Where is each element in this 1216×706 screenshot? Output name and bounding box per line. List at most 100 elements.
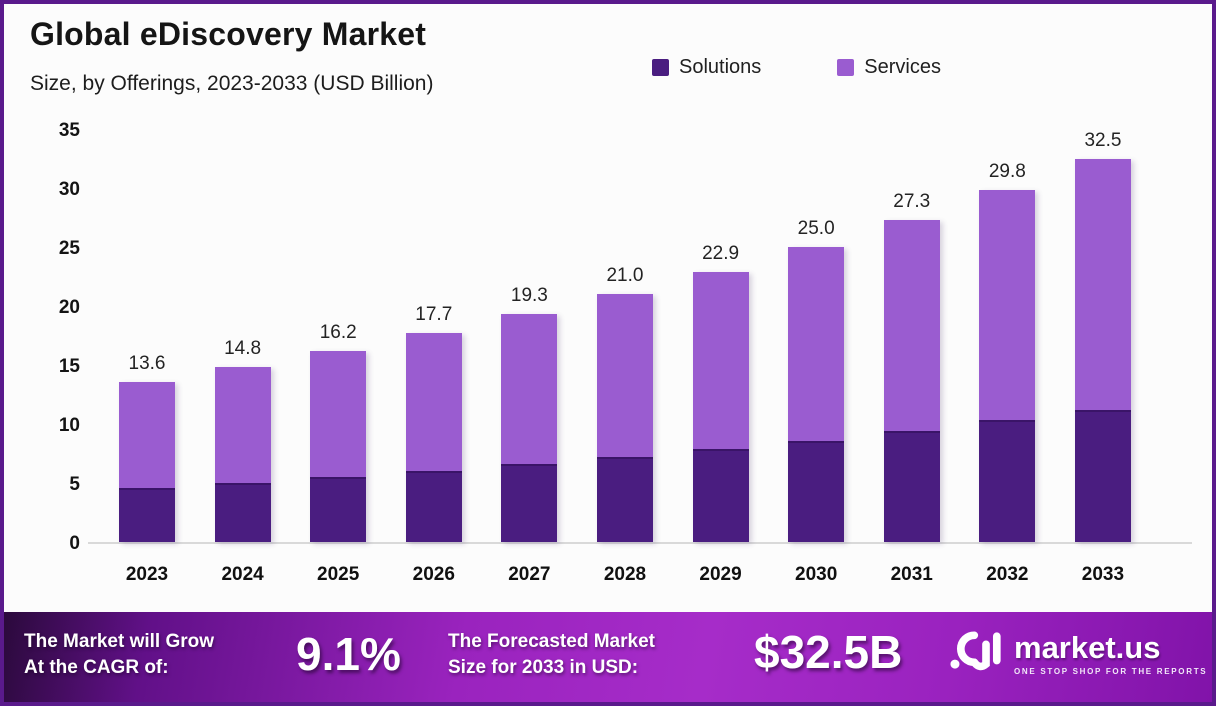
bar-segment-solutions xyxy=(692,448,749,542)
cagr-label: The Market will Grow At the CAGR of: xyxy=(24,629,214,681)
bar-segment-solutions xyxy=(119,487,175,542)
bar-total-label: 16.2 xyxy=(319,321,357,343)
bar-stack xyxy=(979,190,1036,542)
forecast-label: The Forecasted Market Size for 2033 in U… xyxy=(448,629,655,681)
y-tick-15: 15 xyxy=(58,356,80,377)
cagr-label-line1: The Market will Grow xyxy=(24,631,215,652)
bar-2029: 22.9 xyxy=(692,131,749,542)
bar-segment-solutions xyxy=(883,431,940,542)
bar-stack xyxy=(405,333,462,542)
bar-segment-solutions xyxy=(1074,409,1131,542)
bar-segment-services xyxy=(596,294,653,458)
bar-segment-solutions xyxy=(501,464,558,542)
forecast-label-line1: The Forecasted Market xyxy=(448,631,655,652)
x-tick-2023: 2023 xyxy=(125,564,169,585)
bar-2033: 32.5 xyxy=(1074,129,1131,542)
bar-stack xyxy=(501,314,558,542)
legend-label-services: Services xyxy=(864,56,941,78)
legend: Solutions Services xyxy=(652,56,1017,79)
bar-segment-services xyxy=(310,350,367,478)
bar-2030: 25.0 xyxy=(788,131,845,542)
bar-total-label: 21.0 xyxy=(606,265,644,287)
bar-total-label: 14.8 xyxy=(224,338,262,360)
y-tick-25: 25 xyxy=(58,238,80,259)
bar-segment-solutions xyxy=(310,477,367,542)
bar-stack xyxy=(310,350,367,542)
legend-item-solutions: Solutions xyxy=(652,56,761,79)
bar-chart-plot-area: 13.6 14.8 16.2 17.7 19.3 21.0 22.9 25.0 27.3 29.8… xyxy=(88,129,1192,544)
x-tick-2027: 2027 xyxy=(508,564,551,585)
bar-stack xyxy=(883,219,940,542)
bar-segment-services xyxy=(788,247,845,441)
logo-wordmark: market.us xyxy=(1014,630,1161,665)
legend-item-services: Services xyxy=(837,56,941,79)
bar-2027: 19.3 xyxy=(501,131,558,542)
x-tick-2025: 2025 xyxy=(317,564,360,585)
bar-total-label: 19.3 xyxy=(510,285,548,307)
bar-segment-services xyxy=(405,333,462,472)
logo-tagline: ONE STOP SHOP FOR THE REPORTS xyxy=(1014,667,1208,676)
bar-segment-services xyxy=(979,190,1036,421)
bar-2024: 14.8 xyxy=(214,131,271,542)
page-title: Global eDiscovery Market xyxy=(30,16,427,52)
bar-segment-solutions xyxy=(405,471,462,542)
bar-stack xyxy=(1074,158,1131,542)
bar-segment-services xyxy=(119,381,175,488)
bar-segment-solutions xyxy=(979,420,1036,542)
y-axis: 35 30 25 20 15 10 5 0 xyxy=(30,120,80,554)
y-tick-30: 30 xyxy=(58,179,80,200)
bar-segment-solutions xyxy=(596,457,653,542)
x-tick-2024: 2024 xyxy=(221,564,264,585)
solutions-swatch-icon xyxy=(652,59,669,76)
market-us-logo-icon xyxy=(950,628,1004,680)
bar-stack xyxy=(596,294,653,542)
y-tick-0: 0 xyxy=(69,533,80,554)
bar-segment-services xyxy=(883,219,940,432)
market-us-logo: market.us ONE STOP SHOP FOR THE REPORTS xyxy=(950,628,1207,680)
bar-stack xyxy=(788,247,845,542)
y-tick-20: 20 xyxy=(58,297,80,318)
y-tick-10: 10 xyxy=(58,415,80,436)
bar-total-label: 17.7 xyxy=(415,304,453,326)
cagr-value: 9.1% xyxy=(296,628,401,680)
bar-stack xyxy=(692,271,749,542)
bottom-banner: The Market will Grow At the CAGR of: 9.1… xyxy=(4,612,1212,702)
bar-segment-services xyxy=(1074,158,1131,410)
bar-total-label: 29.8 xyxy=(988,161,1026,183)
bar-segment-services xyxy=(214,367,271,483)
bar-total-label: 22.9 xyxy=(702,242,740,264)
x-tick-2028: 2028 xyxy=(603,564,647,585)
bar-total-label: 25.0 xyxy=(797,218,835,240)
x-tick-2026: 2026 xyxy=(412,564,455,585)
logo-text-block: market.us ONE STOP SHOP FOR THE REPORTS xyxy=(1014,630,1208,677)
bar-segment-solutions xyxy=(788,440,845,542)
x-tick-2033: 2033 xyxy=(1081,564,1125,585)
bar-2031: 27.3 xyxy=(883,131,940,542)
forecast-label-line2: Size for 2033 in USD: xyxy=(448,657,639,678)
bar-stack xyxy=(214,367,271,542)
bar-segment-services xyxy=(501,314,558,465)
y-tick-5: 5 xyxy=(69,474,80,495)
bar-2028: 21.0 xyxy=(596,131,653,542)
services-swatch-icon xyxy=(837,59,855,76)
x-tick-2029: 2029 xyxy=(699,564,742,585)
bar-total-label: 32.5 xyxy=(1084,129,1122,151)
bar-segment-services xyxy=(692,271,749,449)
legend-label-solutions: Solutions xyxy=(679,56,762,78)
bar-2025: 16.2 xyxy=(310,131,367,542)
x-tick-2030: 2030 xyxy=(795,564,838,585)
cagr-label-line2: At the CAGR of: xyxy=(24,657,169,678)
bar-2026: 17.7 xyxy=(405,131,462,542)
page-subtitle: Size, by Offerings, 2023-2033 (USD Billi… xyxy=(30,72,434,95)
bar-stack xyxy=(119,381,175,542)
x-tick-2032: 2032 xyxy=(986,564,1029,585)
bar-total-label: 27.3 xyxy=(893,190,931,212)
bar-2023: 13.6 xyxy=(119,131,175,542)
y-tick-35: 35 xyxy=(58,120,80,141)
bar-total-label: 13.6 xyxy=(128,352,166,374)
x-axis: 2023 2024 2025 2026 2027 2028 2029 2030 2031 2032… xyxy=(88,564,1192,586)
bar-segment-solutions xyxy=(214,483,271,542)
forecast-value: $32.5B xyxy=(754,626,903,678)
x-tick-2031: 2031 xyxy=(890,564,933,585)
